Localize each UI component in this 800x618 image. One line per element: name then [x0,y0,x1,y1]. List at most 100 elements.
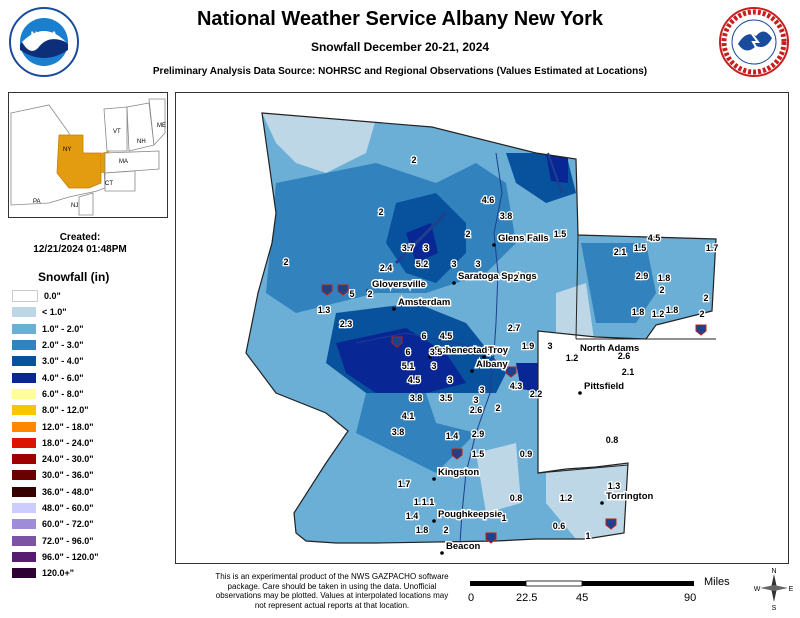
snowfall-value: 1.2 [566,353,579,363]
city-label: Torrington [606,491,654,502]
city-label: Beacon [446,541,481,552]
scale-tick-2: 45 [576,592,589,604]
compass-w: W [754,586,761,593]
data-source-note: Preliminary Analysis Data Source: NOHRSC… [152,66,648,77]
snowfall-value: 2.9 [636,271,649,281]
svg-text:NOAA: NOAA [31,30,58,40]
legend-label: 12.0" - 18.0" [42,421,94,432]
map-subtitle: Snowfall December 20-21, 2024 [310,40,490,54]
snowfall-value: 1.3 [318,305,331,315]
compass-rose: N S E W [754,568,794,612]
legend-row: 18.0" - 24.0" [12,435,99,451]
legend-row: 24.0" - 30.0" [12,451,99,467]
city-marker [482,355,486,359]
city-label: Gloversville [372,279,426,290]
snowfall-value: 1.8 [658,273,671,283]
city-label: Schenectady [434,345,493,356]
compass-e: E [789,586,794,593]
inset-label-nj: NJ [71,203,79,209]
snowfall-value: 2.6 [618,351,631,361]
legend-row: 96.0" - 120.0" [12,549,99,565]
snowfall-value: 3 [547,341,552,351]
legend-swatch [12,519,36,530]
compass-s: S [772,605,777,612]
snowfall-value: 4.5 [648,233,661,243]
city-label: North Adams [580,343,639,354]
snowfall-value: 2 [367,289,372,299]
snowfall-value: 1.1 [422,497,435,507]
legend-swatch [12,568,36,579]
snowfall-value: 0.9 [520,449,533,459]
snowfall-value: 1.8 [666,305,679,315]
legend-label: 3.0" - 4.0" [42,356,84,367]
snowfall-value: 2 [443,525,448,535]
snowfall-value: 2 [378,207,383,217]
snowfall-value: 3 [475,259,480,269]
legend-swatch [12,551,36,562]
snowfall-legend: 0.0" < 1.0" 1.0" - 2.0" 2.0" - 3.0" 3.0" - 4… [12,288,99,581]
legend-label: 2.0" - 3.0" [42,340,84,351]
city-label: Amsterdam [398,297,450,308]
city-label: Kingston [438,467,479,478]
legend-title: Snowfall (in) [38,270,110,284]
snowfall-value: 2.4 [380,263,393,273]
snowfall-value: 3 [479,385,484,395]
created-timestamp: Created: 12/21/2024 01:48PM [10,232,150,256]
interstate-shield-i90 [321,284,707,544]
snowfall-value: 1.5 [472,449,485,459]
snowfall-value: 6 [405,347,410,357]
disclaimer-text: This is an experimental product of the N… [215,572,449,610]
city-marker [428,355,432,359]
snowfall-value: 5.2 [416,259,429,269]
snowfall-value: 1.1 [414,497,427,507]
snowfall-value: 2 [411,155,416,165]
legend-swatch [12,323,36,334]
snowfall-value: 1.3 [608,481,621,491]
legend-row: 6.0" - 8.0" [12,386,99,402]
legend-label: 24.0" - 30.0" [42,454,94,465]
snowfall-value: 6 [421,331,426,341]
legend-swatch [12,470,36,481]
legend-row: 36.0" - 48.0" [12,484,99,500]
snowfall-map: Glens Falls Saratoga Springs Gloversville A… [175,92,789,564]
legend-row: 3.0" - 4.0" [12,353,99,369]
inset-label-pa: PA [33,199,41,205]
snowfall-value: 3 [423,243,428,253]
snowfall-value: 1.4 [406,511,419,521]
city-label: Troy [488,345,509,356]
city-marker [366,289,370,293]
inset-label-nh: NH [137,139,146,145]
snowfall-value: 2.6 [470,405,483,415]
snowfall-value: 1.7 [706,243,719,253]
legend-label: 1.0" - 2.0" [42,323,84,334]
snowfall-value: 1.5 [634,243,647,253]
city-marker [432,519,436,523]
legend-row: 60.0" - 72.0" [12,516,99,532]
legend-label: 4.0" - 6.0" [42,372,84,383]
legend-row: 120.0+" [12,565,99,581]
snowfall-value: 1.4 [446,431,459,441]
city-marker [452,281,456,285]
city-marker [392,307,396,311]
legend-label: 36.0" - 48.0" [42,486,94,497]
snowfall-value: 1.2 [652,309,665,319]
legend-label: 6.0" - 8.0" [42,388,84,399]
legend-label: 8.0" - 12.0" [42,405,89,416]
snowfall-value: 3.5 [430,347,443,357]
legend-label: 72.0" - 96.0" [42,535,94,546]
snowfall-value: 2.1 [622,367,635,377]
snowfall-value: 2.9 [472,429,485,439]
snowfall-value: 2.1 [614,247,627,257]
snowfall-value: 3.7 [402,243,415,253]
snowfall-value: 2.3 [340,319,353,329]
legend-label: < 1.0" [42,307,67,318]
legend-swatch [12,421,36,432]
snowfall-value: 3.8 [500,211,513,221]
legend-row: 2.0" - 3.0" [12,337,99,353]
legend-label: 18.0" - 24.0" [42,437,94,448]
snowfall-value: 4.5 [440,331,453,341]
inset-label-me: ME [157,123,166,129]
snowfall-value: 1 [501,513,506,523]
legend-row: 12.0" - 18.0" [12,418,99,434]
snowfall-value: 1.7 [398,479,411,489]
